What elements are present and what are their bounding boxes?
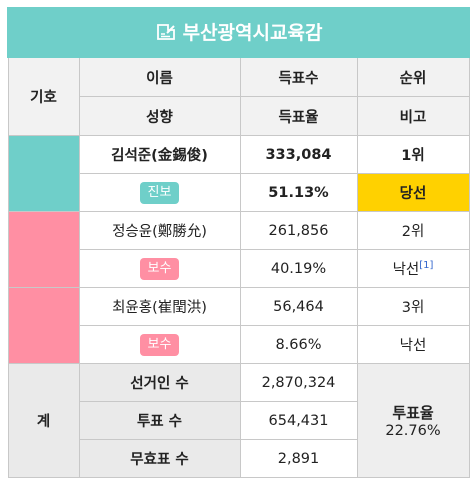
election-results-table: 부산광역시교육감 기호 이름 득표수 순위 성향 득표율 비고 김석준(金錫俊)… (6, 7, 471, 478)
header-note: 비고 (356, 96, 470, 136)
candidate-rank: 2위 (356, 211, 470, 250)
header-name: 이름 (78, 56, 241, 97)
turnout-label: 투표율 (392, 404, 434, 422)
header-symbol: 기호 (7, 56, 80, 136)
candidate-color-progressive (7, 135, 80, 212)
electors-value: 2,870,324 (239, 363, 358, 402)
candidate-note: 낙선 (392, 262, 420, 278)
candidate-color-conservative (7, 287, 80, 364)
candidate-rank: 3위 (356, 287, 470, 326)
invalid-label: 무효표 수 (78, 439, 241, 478)
candidate-votes: 333,084 (239, 135, 358, 174)
turnout-cell: 투표율 22.76% (356, 363, 470, 478)
turnout-value: 22.76% (385, 423, 441, 439)
candidate-votes: 56,464 (239, 287, 358, 326)
candidate-color-conservative (7, 211, 80, 288)
candidate-rank: 1위 (356, 135, 470, 174)
orientation-badge: 보수 (139, 257, 180, 280)
electors-label: 선거인 수 (78, 363, 241, 402)
voters-value: 654,431 (239, 401, 358, 440)
candidate-orientation-cell: 보수 (78, 325, 241, 364)
table-title: 부산광역시교육감 (6, 7, 471, 58)
candidate-rate: 51.13% (239, 173, 358, 212)
footnote-link[interactable]: [1] (419, 260, 434, 272)
candidate-orientation-cell: 진보 (78, 173, 241, 212)
candidate-rate: 40.19% (239, 249, 358, 288)
header-rate: 득표율 (239, 96, 358, 136)
totals-label: 계 (7, 363, 80, 478)
candidate-rate: 8.66% (239, 325, 358, 364)
orientation-badge: 진보 (139, 181, 180, 204)
invalid-value: 2,891 (239, 439, 358, 478)
header-orientation: 성향 (78, 96, 241, 136)
title-text: 부산광역시교육감 (182, 22, 323, 45)
candidate-orientation-cell: 보수 (78, 249, 241, 288)
candidate-votes: 261,856 (239, 211, 358, 250)
candidate-name: 김석준(金錫俊) (78, 135, 241, 174)
ballot-icon (156, 23, 175, 40)
candidate-note-cell: 낙선[1] (356, 249, 470, 288)
header-votes: 득표수 (239, 56, 358, 97)
voters-label: 투표 수 (78, 401, 241, 440)
candidate-name: 최윤홍(崔閏洪) (78, 287, 241, 326)
candidate-name: 정승윤(鄭勝允) (78, 211, 241, 250)
candidate-note: 낙선 (356, 325, 470, 364)
orientation-badge: 보수 (139, 333, 180, 356)
candidate-note-elected: 당선 (356, 173, 470, 212)
header-rank: 순위 (356, 56, 470, 97)
